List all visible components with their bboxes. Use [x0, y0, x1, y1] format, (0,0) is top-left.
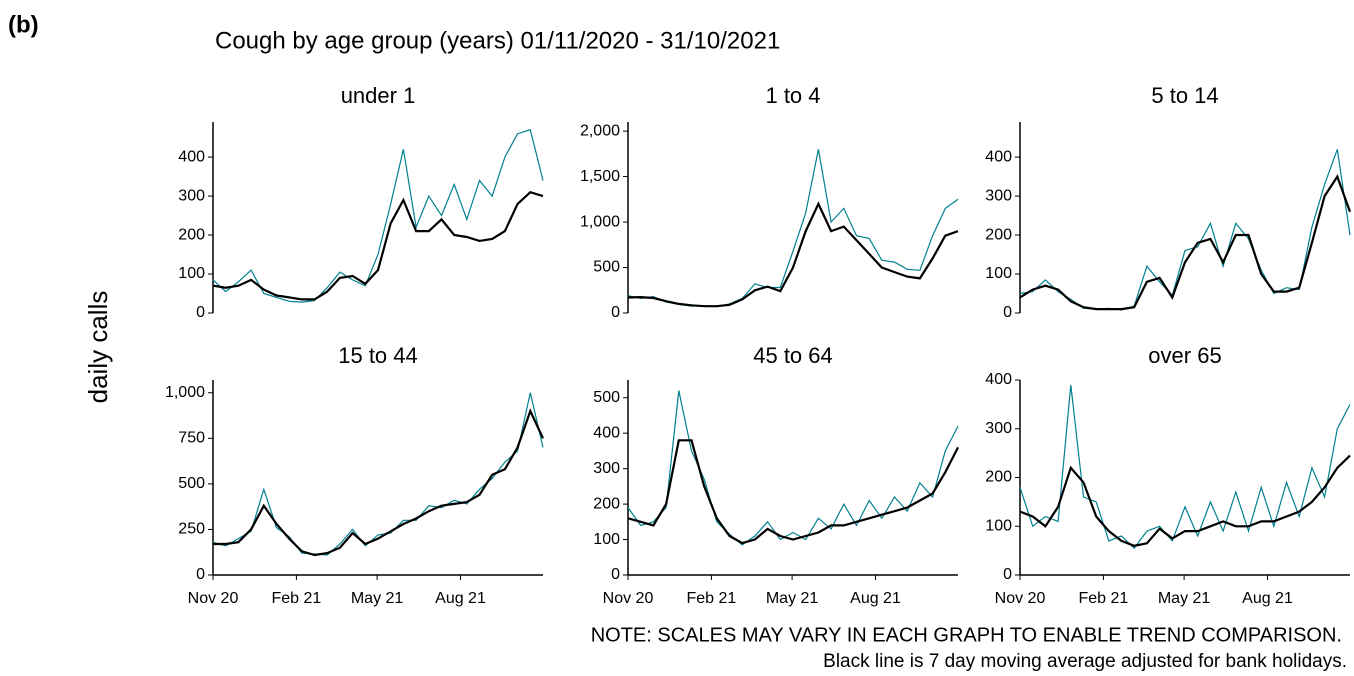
series-line [1019, 174, 1352, 311]
y-tick-label: 1,000 [580, 213, 620, 230]
x-tick-label: Nov 20 [995, 590, 1046, 607]
x-tick-label: Aug 21 [1242, 590, 1293, 607]
y-tick-label: 400 [593, 424, 620, 441]
y-tick-label: 200 [178, 226, 205, 243]
x-tick-label: Feb 21 [272, 590, 322, 607]
y-tick-label: 0 [611, 566, 620, 583]
y-tick-label: 300 [593, 460, 620, 477]
y-tick-label: 1,000 [165, 384, 205, 401]
series-line [212, 190, 544, 301]
panel-title: 1 to 4 [765, 83, 820, 108]
y-tick-label: 0 [611, 304, 620, 321]
y-tick-label: 2,000 [580, 122, 620, 139]
y-tick-label: 750 [178, 430, 205, 447]
y-tick-label: 0 [196, 304, 205, 321]
note: NOTE: SCALES MAY VARY IN EACH GRAPH TO E… [591, 624, 1342, 646]
y-tick-label: 0 [1003, 566, 1012, 583]
series-line [627, 439, 959, 545]
y-tick-label: 200 [985, 469, 1012, 486]
y-tick-label: 500 [593, 259, 620, 276]
x-tick-label: May 21 [766, 590, 819, 607]
x-tick-label: Feb 21 [1079, 590, 1129, 607]
y-tick-label: 0 [1003, 304, 1012, 321]
y-tick-label: 200 [593, 495, 620, 512]
note: Black line is 7 day moving average adjus… [823, 651, 1347, 671]
y-tick-label: 100 [593, 531, 620, 548]
y-tick-label: 500 [593, 389, 620, 406]
x-tick-label: May 21 [351, 590, 404, 607]
x-tick-label: Nov 20 [603, 590, 654, 607]
y-tick-label: 400 [985, 148, 1012, 165]
y-tick-label: 100 [178, 265, 205, 282]
y-tick-label: 300 [985, 187, 1012, 204]
series-line [213, 408, 544, 557]
y-tick-label: 200 [985, 226, 1012, 243]
y-tick-label: 1,500 [580, 168, 620, 185]
y-tick-label: 400 [985, 371, 1012, 388]
x-tick-label: Aug 21 [850, 590, 901, 607]
series-line [212, 129, 544, 303]
series-line [1019, 454, 1351, 547]
y-tick-label: 100 [985, 517, 1012, 534]
y-tick-label: 0 [196, 566, 205, 583]
figure-title: Cough by age group (years) 01/11/2020 - … [215, 27, 780, 54]
x-tick-label: Aug 21 [435, 590, 486, 607]
panel-title: 15 to 44 [338, 343, 418, 368]
panel-title: 45 to 64 [753, 343, 833, 368]
y-tick-label: 500 [178, 475, 205, 492]
series-line [627, 149, 959, 308]
series-line [1019, 384, 1351, 550]
x-tick-label: Feb 21 [687, 590, 737, 607]
y-axis-title: daily calls [83, 291, 113, 404]
panel-title: under 1 [341, 83, 416, 108]
y-tick-label: 100 [985, 265, 1012, 282]
series-line [627, 201, 959, 308]
y-tick-label: 300 [178, 187, 205, 204]
x-tick-label: Nov 20 [188, 590, 239, 607]
series-line [627, 390, 959, 546]
y-tick-label: 250 [178, 521, 205, 538]
y-tick-label: 300 [985, 420, 1012, 437]
panel-title: over 65 [1148, 343, 1221, 368]
panel-label: (b) [8, 11, 39, 38]
panel-title: 5 to 14 [1151, 83, 1218, 108]
x-tick-label: May 21 [1158, 590, 1211, 607]
y-tick-label: 400 [178, 148, 205, 165]
